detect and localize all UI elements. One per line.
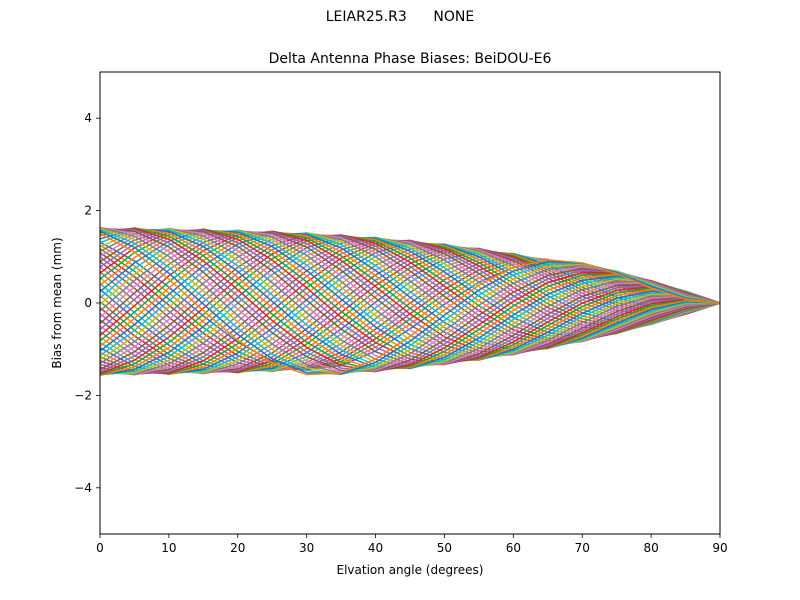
series-line (99, 232, 721, 376)
series-line (99, 228, 721, 365)
figure-suptitle: LEIAR25.R3 NONE (325, 9, 475, 25)
chart-title: Delta Antenna Phase Biases: BeiDOU-E6 (269, 51, 552, 67)
series-line (99, 232, 721, 365)
y-tick-label: 0 (84, 296, 92, 310)
x-tick-label: 60 (506, 541, 521, 555)
series-line (99, 234, 721, 373)
x-tick-label: 50 (437, 541, 452, 555)
series-line (99, 227, 721, 371)
series-line (99, 233, 721, 371)
x-tick-label: 10 (161, 541, 176, 555)
x-axis-label: Elvation angle (degrees) (337, 563, 484, 577)
y-tick-label: 2 (84, 204, 92, 218)
x-tick-label: 80 (643, 541, 658, 555)
y-tick-label: −4 (74, 481, 92, 495)
series-line (99, 229, 721, 366)
series-layer (99, 226, 721, 376)
y-axis-label: Bias from mean (mm) (50, 237, 64, 368)
series-line (99, 232, 721, 361)
x-tick-label: 30 (299, 541, 314, 555)
y-tick-label: 4 (84, 111, 92, 125)
y-tick-label: −2 (74, 388, 92, 402)
series-line (99, 243, 721, 375)
x-tick-label: 0 (96, 541, 104, 555)
x-tick-label: 40 (368, 541, 383, 555)
x-tick-label: 20 (230, 541, 245, 555)
ticks-layer: 0 10 20 30 40 50 60 70 80 90 −4 −2 0 2 4 (74, 111, 727, 555)
series-line (99, 230, 721, 375)
series-line (99, 232, 721, 368)
x-tick-label: 90 (712, 541, 727, 555)
plot-frame (99, 71, 721, 535)
x-tick-label: 70 (575, 541, 590, 555)
